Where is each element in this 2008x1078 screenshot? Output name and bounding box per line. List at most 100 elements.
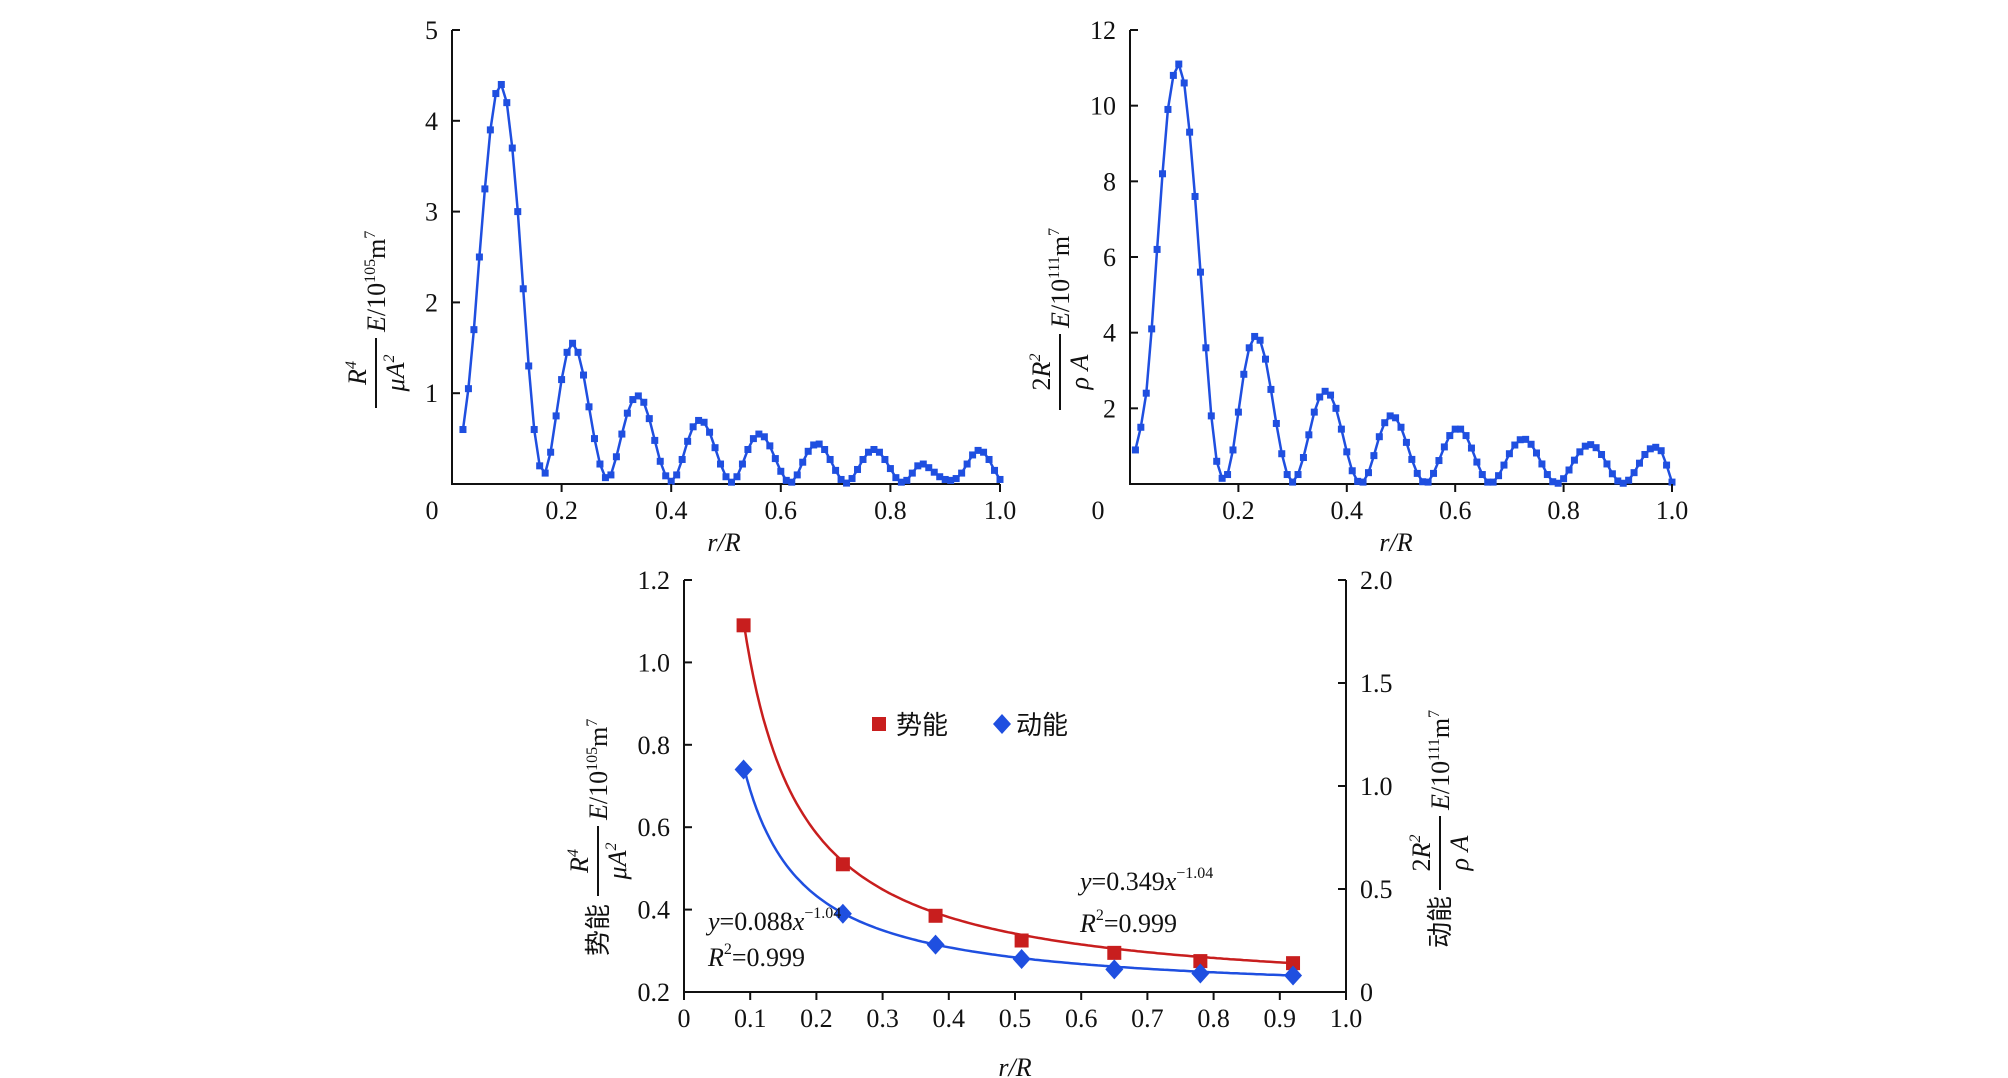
c1-data-point <box>903 476 911 484</box>
c1-data-point <box>859 455 867 463</box>
c1-data-point <box>492 90 500 98</box>
c2-data-point <box>1321 387 1329 395</box>
c1-data-point <box>897 478 905 486</box>
c2-data-point <box>1527 440 1535 448</box>
chart2-origin-label: 0 <box>1092 496 1105 525</box>
chart3-x-tick-label: 0.1 <box>734 1004 767 1033</box>
c2-data-point <box>1229 446 1237 454</box>
c2-data-point <box>1153 245 1161 253</box>
c1-x-tick-label: 0.8 <box>874 496 907 525</box>
chart3-legend: 势能 动能 <box>872 711 1068 741</box>
c2-data-point <box>1646 445 1654 453</box>
c2-data-point <box>1581 442 1589 450</box>
c2-data-point <box>1131 446 1139 454</box>
c1-data-point <box>563 348 571 356</box>
c1-data-point <box>788 478 796 486</box>
c1-data-point <box>667 477 675 485</box>
c1-data-point <box>727 478 735 486</box>
c1-data-point <box>941 475 949 483</box>
left-ylabel-tail: E/10105m7 <box>584 719 613 821</box>
c2-data-point <box>1142 389 1150 397</box>
c1-data-point <box>508 144 516 152</box>
chart2-y-axis-label: 2R2 ρ A E/10111m7 <box>1027 228 1094 410</box>
chart3-left-y-tick-label: 1.2 <box>638 566 671 595</box>
c2-y-tick-label: 6 <box>1103 243 1116 272</box>
chart3-x-axis-label: r/R <box>998 1053 1031 1078</box>
c2-data-point <box>1603 460 1611 468</box>
c1-data-point <box>547 448 555 456</box>
c2-data-point <box>1565 466 1573 474</box>
c1-data-point <box>475 253 483 261</box>
c2-data-point <box>1348 467 1356 475</box>
c1-data-point <box>464 385 472 393</box>
potential-data-point <box>1286 956 1301 971</box>
chart2-ylabel-denominator: ρ A <box>1065 354 1094 390</box>
c2-data-point <box>1668 478 1676 486</box>
c2-data-point <box>1451 425 1459 433</box>
c2-data-point <box>1446 432 1454 440</box>
c2-data-point <box>1159 170 1167 178</box>
chart2-series-line <box>1134 60 1674 485</box>
chart1-markers <box>459 80 1004 487</box>
c2-y-tick-label: 10 <box>1090 92 1116 121</box>
c2-data-point <box>1625 476 1633 484</box>
kinetic-data-point <box>1191 963 1210 984</box>
right-ylabel-denominator: ρ A <box>1445 835 1474 871</box>
chart3-annotation-kinetic: y=0.088x−1.04 R2=0.999 <box>705 905 841 972</box>
chart1-axes <box>451 30 1000 485</box>
c1-data-point <box>969 451 977 459</box>
chart1-x-axis-label: r/R <box>707 528 740 557</box>
c1-data-point <box>678 455 686 463</box>
c2-data-point <box>1402 438 1410 446</box>
c2-data-point <box>1413 469 1421 477</box>
c2-data-point <box>1294 471 1302 479</box>
c2-data-point <box>1327 391 1335 399</box>
c1-data-point <box>519 285 527 293</box>
chart3-x-tick-label: 0.7 <box>1131 1004 1164 1033</box>
c2-data-point <box>1430 469 1438 477</box>
c2-data-point <box>1473 458 1481 466</box>
c2-data-point <box>1630 469 1638 477</box>
c1-data-point <box>837 475 845 483</box>
chart2-markers <box>1131 60 1676 487</box>
c2-data-point <box>1652 443 1660 451</box>
c2-data-point <box>1381 419 1389 427</box>
c2-data-point <box>1262 355 1269 363</box>
c1-data-point <box>744 445 752 453</box>
c2-data-point <box>1598 450 1606 458</box>
c2-data-point <box>1186 128 1194 136</box>
c1-data-point <box>892 474 900 482</box>
c2-y-tick-label: 4 <box>1103 319 1116 348</box>
c1-data-point <box>881 455 889 463</box>
c1-data-point <box>980 448 988 456</box>
c1-y-tick-label: 4 <box>425 107 438 136</box>
c2-data-point <box>1267 385 1275 393</box>
c2-data-point <box>1440 443 1448 451</box>
c1-data-point <box>580 371 588 379</box>
annotation-potential-r2: R2=0.999 <box>1079 907 1177 938</box>
c1-data-point <box>645 415 653 423</box>
c1-data-point <box>738 460 746 468</box>
chart3-right-y-tick-label: 0 <box>1360 978 1373 1007</box>
c1-data-point <box>656 457 664 465</box>
c2-data-point <box>1587 441 1595 449</box>
c2-data-point <box>1332 404 1340 412</box>
c1-data-point <box>848 475 856 483</box>
c2-y-tick-label: 8 <box>1103 167 1116 196</box>
chart3-right-y-axis-label: 动能 2R2 ρ A E/10111m7 <box>1407 710 1474 948</box>
c1-x-tick-label: 0.4 <box>655 496 688 525</box>
c1-data-point <box>963 460 971 468</box>
chart3-x-tick-label: 0.5 <box>999 1004 1032 1033</box>
c1-data-point <box>832 466 840 474</box>
c1-data-point <box>497 80 505 88</box>
c1-data-point <box>585 403 593 411</box>
c1-data-point <box>530 426 538 434</box>
c1-data-point <box>804 447 812 455</box>
c1-data-point <box>601 474 609 482</box>
c1-data-point <box>870 445 878 453</box>
c1-data-point <box>684 437 692 445</box>
c1-data-point <box>711 444 719 452</box>
annotation-kinetic-equation: y=0.088x−1.04 <box>705 905 841 936</box>
c1-data-point <box>486 126 494 134</box>
c1-y-tick-label: 5 <box>425 16 438 45</box>
